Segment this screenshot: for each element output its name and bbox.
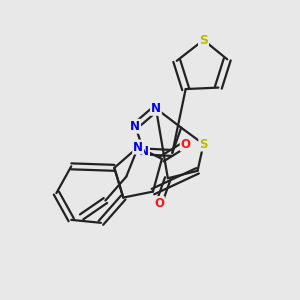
Text: O: O (154, 197, 164, 210)
Text: N: N (139, 145, 149, 158)
Text: S: S (199, 138, 208, 151)
Text: N: N (133, 140, 143, 154)
Text: S: S (199, 34, 208, 46)
Text: N: N (130, 120, 140, 133)
Text: N: N (151, 102, 161, 115)
Text: O: O (181, 138, 191, 151)
